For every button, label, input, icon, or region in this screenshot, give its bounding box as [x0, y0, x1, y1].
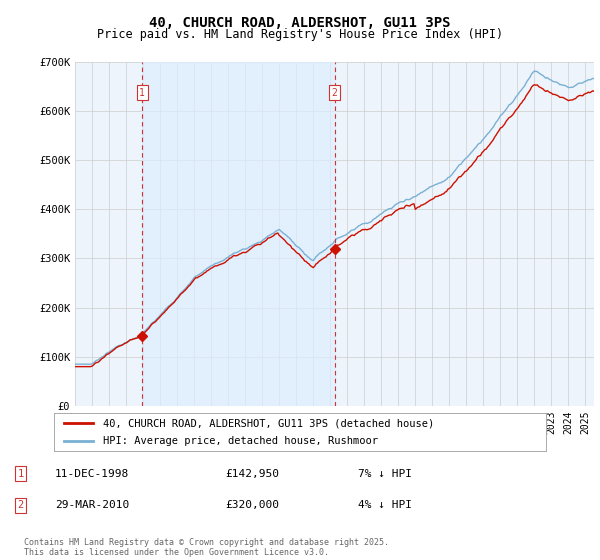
Text: HPI: Average price, detached house, Rushmoor: HPI: Average price, detached house, Rush…	[103, 436, 378, 446]
Text: 11-DEC-1998: 11-DEC-1998	[55, 469, 130, 479]
Bar	[142, 62, 335, 406]
Text: 7% ↓ HPI: 7% ↓ HPI	[358, 469, 412, 479]
Text: 1: 1	[139, 87, 145, 97]
Text: 29-MAR-2010: 29-MAR-2010	[55, 500, 130, 510]
Text: 2: 2	[17, 500, 24, 510]
Text: £142,950: £142,950	[225, 469, 279, 479]
Text: Price paid vs. HM Land Registry's House Price Index (HPI): Price paid vs. HM Land Registry's House …	[97, 28, 503, 41]
Text: 4% ↓ HPI: 4% ↓ HPI	[358, 500, 412, 510]
Text: 40, CHURCH ROAD, ALDERSHOT, GU11 3PS (detached house): 40, CHURCH ROAD, ALDERSHOT, GU11 3PS (de…	[103, 418, 434, 428]
Text: 1: 1	[17, 469, 24, 479]
Text: £320,000: £320,000	[225, 500, 279, 510]
Text: Contains HM Land Registry data © Crown copyright and database right 2025.
This d: Contains HM Land Registry data © Crown c…	[24, 538, 389, 557]
Text: 40, CHURCH ROAD, ALDERSHOT, GU11 3PS: 40, CHURCH ROAD, ALDERSHOT, GU11 3PS	[149, 16, 451, 30]
Text: 2: 2	[332, 87, 337, 97]
